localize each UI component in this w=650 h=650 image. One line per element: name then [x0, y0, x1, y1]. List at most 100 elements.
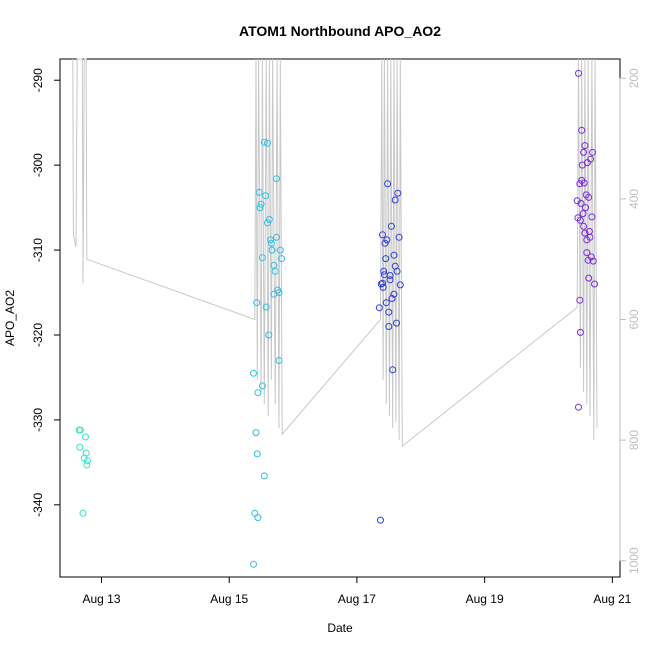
data-point — [585, 274, 593, 282]
data-point — [76, 443, 84, 451]
data-point — [379, 279, 386, 287]
data-point — [580, 148, 588, 156]
data-point — [587, 155, 595, 163]
points-layer — [75, 69, 598, 568]
data-point — [276, 246, 284, 254]
data-point — [250, 369, 257, 377]
x-tick-label: Aug 19 — [466, 592, 504, 606]
data-point — [253, 299, 261, 307]
data-point — [262, 192, 270, 200]
data-point — [587, 253, 595, 261]
data-point — [389, 366, 397, 374]
data-point — [377, 280, 385, 288]
data-point — [262, 303, 270, 311]
x-tick-label: Aug 15 — [210, 592, 248, 606]
y-right-tick-label: 600 — [627, 309, 641, 329]
data-point — [271, 267, 279, 275]
data-point — [385, 323, 393, 330]
data-point — [576, 180, 584, 188]
data-point — [574, 214, 582, 222]
data-point — [258, 254, 266, 262]
data-point — [267, 239, 275, 247]
data-point — [395, 233, 403, 241]
data-point — [260, 138, 268, 146]
data-point — [278, 255, 286, 263]
data-point — [394, 189, 402, 197]
data-point — [390, 251, 398, 259]
data-point — [265, 216, 273, 223]
data-point — [260, 472, 268, 480]
data-point — [252, 429, 260, 437]
data-point — [250, 560, 257, 568]
y-tick-label: -320 — [31, 323, 45, 347]
data-point — [273, 175, 280, 183]
data-point — [375, 304, 383, 312]
data-point — [581, 142, 589, 150]
data-point — [380, 271, 388, 279]
data-point — [581, 229, 589, 237]
data-point — [382, 255, 390, 263]
y-tick-label: -330 — [31, 408, 45, 432]
data-point — [265, 331, 273, 339]
data-point — [379, 231, 386, 239]
y-axis-right: 200 400 600 800 1000 — [619, 68, 641, 574]
data-point — [585, 193, 593, 201]
data-point — [255, 188, 263, 196]
data-point — [381, 239, 389, 247]
data-point — [379, 283, 387, 291]
data-point — [578, 126, 586, 134]
data-point — [589, 257, 597, 265]
x-axis: Aug 13 Aug 15 Aug 17 Aug 19 Aug 21 — [82, 576, 632, 606]
data-point — [377, 516, 384, 524]
y-right-tick-label: 1000 — [627, 547, 641, 574]
data-point — [396, 281, 404, 289]
data-point — [258, 382, 266, 390]
data-point — [380, 267, 388, 275]
data-point — [384, 180, 392, 188]
x-tick-label: Aug 13 — [82, 592, 120, 606]
data-point — [591, 280, 598, 288]
y-tick-label: -340 — [31, 492, 45, 516]
data-point — [576, 328, 584, 336]
data-point — [583, 236, 591, 244]
data-point — [256, 204, 264, 212]
data-point — [580, 222, 588, 230]
data-point — [588, 213, 596, 221]
y-axis: -290 -300 -310 -320 -330 -340 — [31, 68, 61, 517]
data-point — [393, 267, 401, 275]
data-point — [583, 249, 591, 257]
data-point — [267, 236, 275, 244]
data-point — [268, 246, 276, 254]
data-point — [264, 219, 271, 227]
y-tick-label: -290 — [31, 68, 45, 92]
line-layer — [72, 58, 598, 448]
data-point — [273, 233, 280, 241]
data-point — [383, 236, 391, 244]
data-point — [575, 403, 582, 411]
data-point — [387, 222, 395, 230]
data-point — [576, 296, 584, 304]
data-point — [386, 276, 394, 284]
data-point — [390, 290, 398, 298]
data-point — [575, 69, 582, 77]
data-point — [579, 210, 587, 218]
y-axis-label: APO_AO2 — [3, 290, 17, 346]
data-point — [82, 433, 89, 441]
data-point — [251, 509, 259, 517]
data-point — [382, 299, 390, 307]
data-point — [385, 308, 393, 316]
y-right-tick-label: 200 — [627, 68, 641, 88]
plot-frame — [59, 58, 621, 578]
data-point — [393, 319, 400, 327]
data-point — [83, 461, 91, 469]
data-point — [577, 199, 585, 207]
line-series — [72, 58, 598, 448]
y-tick-label: -310 — [31, 238, 45, 262]
data-point — [253, 450, 261, 458]
y-right-tick-label: 800 — [627, 430, 641, 450]
y-right-tick-label: 400 — [627, 189, 641, 209]
x-tick-label: Aug 17 — [338, 592, 376, 606]
data-point — [257, 200, 265, 208]
data-point — [76, 426, 84, 434]
